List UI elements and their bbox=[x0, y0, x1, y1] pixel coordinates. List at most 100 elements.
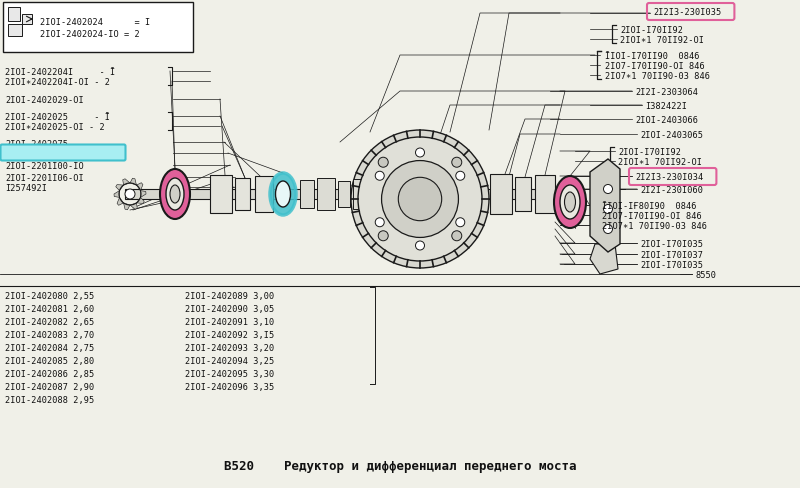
Text: 2IOI-2402084 2,75: 2IOI-2402084 2,75 bbox=[5, 343, 94, 352]
Ellipse shape bbox=[170, 185, 180, 203]
Circle shape bbox=[603, 185, 613, 194]
Bar bbox=[210, 176, 232, 214]
Polygon shape bbox=[123, 203, 130, 210]
Text: 2IOI∗2402025-OI - 2: 2IOI∗2402025-OI - 2 bbox=[5, 123, 105, 132]
Text: 2IOI-I70I035: 2IOI-I70I035 bbox=[640, 261, 703, 269]
Circle shape bbox=[378, 158, 388, 168]
Text: 2IOI-2402086 2,85: 2IOI-2402086 2,85 bbox=[5, 369, 94, 378]
Circle shape bbox=[452, 158, 462, 168]
Text: 2IO7∗1 70II90-03 846: 2IO7∗1 70II90-03 846 bbox=[605, 72, 710, 81]
Bar bbox=[235, 179, 250, 210]
Bar bbox=[8, 25, 22, 37]
Text: 2IOI-2402075: 2IOI-2402075 bbox=[5, 140, 68, 149]
Text: 2I2I-2302052: 2I2I-2302052 bbox=[5, 150, 68, 159]
Bar bbox=[317, 179, 335, 210]
Bar bbox=[338, 182, 350, 207]
Text: 2IOI∗1 70II92-OI: 2IOI∗1 70II92-OI bbox=[618, 158, 702, 167]
Text: 2IOI-2402080 2,55: 2IOI-2402080 2,55 bbox=[5, 291, 94, 301]
Text: 2IOI-2402090 3,05: 2IOI-2402090 3,05 bbox=[185, 305, 274, 313]
Text: 2IOI-2402029-OI: 2IOI-2402029-OI bbox=[5, 96, 84, 105]
Text: 2IOI-2402093 3,20: 2IOI-2402093 3,20 bbox=[185, 343, 274, 352]
Text: 2IOI-I70I035: 2IOI-I70I035 bbox=[640, 240, 703, 248]
Ellipse shape bbox=[560, 185, 580, 220]
Text: 2IOI-2402094 3,25: 2IOI-2402094 3,25 bbox=[185, 356, 274, 365]
Text: B520    Редуктор и дифференциал переднего моста: B520 Редуктор и дифференциал переднего м… bbox=[224, 459, 576, 472]
Circle shape bbox=[603, 205, 613, 214]
Ellipse shape bbox=[554, 177, 586, 228]
Bar bbox=[22, 15, 32, 25]
Text: 2IOI-2402095 3,30: 2IOI-2402095 3,30 bbox=[185, 369, 274, 378]
Bar bbox=[300, 181, 314, 208]
Circle shape bbox=[351, 131, 489, 268]
Text: 2IOI-2402204I     - Ī: 2IOI-2402204I - Ī bbox=[5, 68, 115, 77]
Text: 2IOI-I70I037: 2IOI-I70I037 bbox=[640, 250, 703, 260]
Bar bbox=[3, 3, 193, 53]
Text: 2IOI-2402085 2,80: 2IOI-2402085 2,80 bbox=[5, 356, 94, 365]
Circle shape bbox=[603, 225, 613, 234]
Text: 2IOI-2402081 2,60: 2IOI-2402081 2,60 bbox=[5, 305, 94, 313]
Text: 2IOI-2402082 2,65: 2IOI-2402082 2,65 bbox=[5, 317, 94, 326]
Text: 2IOI-2402024      = I: 2IOI-2402024 = I bbox=[40, 18, 150, 27]
Circle shape bbox=[452, 231, 462, 241]
Circle shape bbox=[456, 172, 465, 181]
Text: 2IOI-2403065: 2IOI-2403065 bbox=[640, 131, 703, 140]
Text: 2IO7-I70II90-OI 846: 2IO7-I70II90-OI 846 bbox=[602, 212, 702, 221]
Ellipse shape bbox=[160, 170, 190, 220]
Text: 2IOI-2402096 3,35: 2IOI-2402096 3,35 bbox=[185, 382, 274, 391]
Circle shape bbox=[456, 218, 465, 227]
Text: 2I2I-2303064: 2I2I-2303064 bbox=[635, 88, 698, 97]
Text: 2IOI-I70II92: 2IOI-I70II92 bbox=[618, 148, 681, 157]
Circle shape bbox=[375, 172, 384, 181]
Circle shape bbox=[415, 149, 425, 158]
Text: 2IOI-2402089 3,00: 2IOI-2402089 3,00 bbox=[185, 291, 274, 301]
Bar bbox=[535, 176, 555, 214]
Circle shape bbox=[375, 218, 384, 227]
Text: 2IOI-2201I00-IO: 2IOI-2201I00-IO bbox=[5, 162, 84, 171]
Polygon shape bbox=[137, 198, 144, 204]
Polygon shape bbox=[590, 160, 620, 252]
Circle shape bbox=[382, 161, 458, 238]
Text: 2IO7-I70II90-OI 846: 2IO7-I70II90-OI 846 bbox=[605, 62, 705, 71]
Text: 2IOI-2403066: 2IOI-2403066 bbox=[635, 116, 698, 125]
Circle shape bbox=[358, 138, 482, 262]
Ellipse shape bbox=[166, 179, 184, 210]
Text: 2IOI-2402083 2,70: 2IOI-2402083 2,70 bbox=[5, 330, 94, 339]
Text: I257492I: I257492I bbox=[5, 183, 47, 193]
Circle shape bbox=[378, 231, 388, 241]
Text: 2IOI∗1 70II92-OI: 2IOI∗1 70II92-OI bbox=[620, 36, 704, 45]
Bar bbox=[353, 180, 369, 209]
Text: 2IOI-2201I06-OI: 2IOI-2201I06-OI bbox=[5, 174, 84, 183]
Polygon shape bbox=[130, 203, 138, 210]
Text: 2I2I-230I060: 2I2I-230I060 bbox=[640, 185, 703, 195]
Bar bbox=[515, 178, 531, 212]
Bar bbox=[255, 177, 273, 213]
Text: ĪIOI-IҒ80I90  0846: ĪIOI-IҒ80I90 0846 bbox=[602, 202, 697, 210]
Text: 2IO7∗1 70II90-03 846: 2IO7∗1 70II90-03 846 bbox=[602, 222, 707, 230]
Text: ĪIOI-I70II90  0846: ĪIOI-I70II90 0846 bbox=[605, 52, 699, 61]
Text: 8550: 8550 bbox=[695, 270, 716, 280]
Circle shape bbox=[398, 178, 442, 221]
Ellipse shape bbox=[565, 193, 575, 213]
Text: 2I2I3-230I034: 2I2I3-230I034 bbox=[635, 173, 703, 182]
Polygon shape bbox=[141, 191, 146, 198]
Ellipse shape bbox=[270, 174, 296, 216]
Polygon shape bbox=[137, 183, 143, 191]
Bar bbox=[8, 8, 20, 22]
Polygon shape bbox=[117, 198, 123, 206]
Text: 2IOI-2402087 2,90: 2IOI-2402087 2,90 bbox=[5, 382, 94, 391]
Polygon shape bbox=[122, 180, 130, 186]
Ellipse shape bbox=[275, 182, 290, 207]
Polygon shape bbox=[130, 179, 137, 186]
Bar bbox=[490, 175, 512, 215]
Circle shape bbox=[125, 190, 135, 200]
Text: 2IOI∗2402204I-OI - 2: 2IOI∗2402204I-OI - 2 bbox=[5, 78, 110, 87]
Text: 2IOI-2402088 2,95: 2IOI-2402088 2,95 bbox=[5, 395, 94, 404]
Text: 2IOI-2402092 3,I5: 2IOI-2402092 3,I5 bbox=[185, 330, 274, 339]
Polygon shape bbox=[114, 191, 119, 198]
Text: 2IOI-2402024-IO = 2: 2IOI-2402024-IO = 2 bbox=[40, 30, 140, 39]
Text: 2I2I3-230I035: 2I2I3-230I035 bbox=[653, 8, 722, 17]
Text: 2IOI-2402025     - Ī: 2IOI-2402025 - Ī bbox=[5, 113, 110, 122]
Polygon shape bbox=[116, 185, 123, 191]
Text: I382422I: I382422I bbox=[645, 102, 687, 111]
Circle shape bbox=[415, 242, 425, 250]
